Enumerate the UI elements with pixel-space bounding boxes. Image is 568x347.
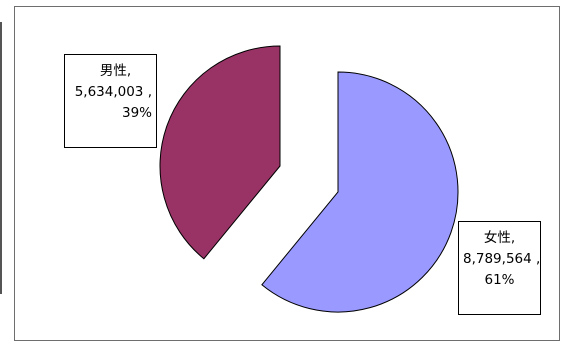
data-label-female-value: 8,789,564 , — [463, 251, 541, 267]
data-label-female-name: 女性, — [483, 230, 516, 246]
data-label-female: 女性, 8,789,564 , 61% — [458, 221, 541, 315]
data-label-male: 男性, 5,634,003 , 39% — [64, 54, 157, 148]
pie-slice-male — [159, 45, 281, 260]
chart-area: 男性, 5,634,003 , 39% 女性, 8,789,564 , 61% — [14, 6, 560, 341]
pie-chart — [159, 45, 459, 313]
data-label-female-percent: 61% — [484, 272, 515, 288]
data-label-male-value: 5,634,003 , — [74, 84, 152, 100]
data-label-male-name: 男性, — [99, 63, 132, 79]
page-edge-line — [0, 22, 2, 294]
data-label-male-percent: 39% — [121, 105, 152, 121]
pie-slice-female — [261, 71, 459, 313]
